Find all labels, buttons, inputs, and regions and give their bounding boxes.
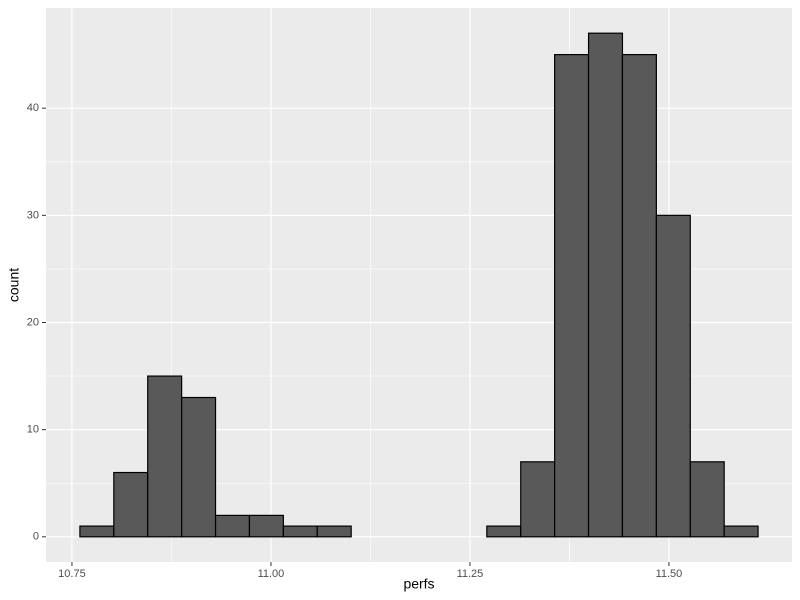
y-tick-label: 40 [27,102,39,114]
bar [655,214,691,538]
bar [587,32,624,538]
x-axis-label: perfs [403,576,434,592]
y-tick-label: 0 [33,531,39,543]
bar [621,54,657,538]
bar [316,525,352,538]
bar [147,375,183,538]
bar [282,525,318,538]
bar [113,471,149,538]
x-tick-label: 10.75 [58,568,86,580]
x-tick-label: 11.50 [656,568,683,580]
bar [520,461,556,538]
y-tick-label: 10 [27,424,39,436]
bar [689,461,725,538]
bar [79,525,115,538]
bar [248,514,284,538]
y-tick-label: 20 [27,316,39,328]
y-tick-label: 30 [27,209,39,221]
bar [486,525,522,538]
bar [554,54,590,538]
bar [214,514,251,538]
bar [181,396,217,538]
x-tick-label: 11.25 [457,568,484,580]
y-axis-label: count [6,268,22,302]
x-tick-label: 11.00 [258,568,285,580]
bar [723,525,759,538]
